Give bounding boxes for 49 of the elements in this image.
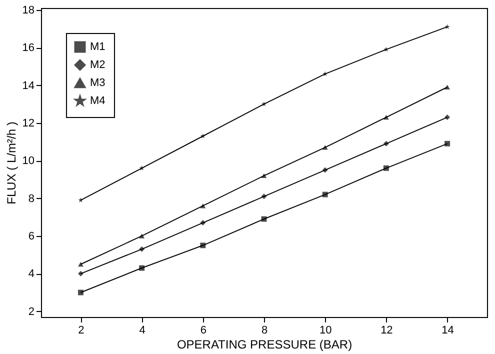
y-tick-label: 14 xyxy=(22,80,34,92)
legend-label: M1 xyxy=(90,41,106,53)
x-tick-label: 10 xyxy=(319,324,332,336)
y-tick-label: 10 xyxy=(22,155,34,168)
y-tick-label: 2 xyxy=(28,306,34,318)
point xyxy=(322,145,328,150)
x-tick-label: 6 xyxy=(200,324,206,336)
point xyxy=(78,270,84,276)
point xyxy=(444,24,450,30)
point xyxy=(261,194,267,200)
y-tick-label: 18 xyxy=(22,4,34,16)
point xyxy=(139,165,144,170)
legend-label: M3 xyxy=(90,77,106,89)
point xyxy=(200,242,206,248)
point xyxy=(383,114,389,120)
x-tick-label: 12 xyxy=(380,324,393,336)
y-tick-label: 16 xyxy=(22,42,34,54)
point xyxy=(139,265,145,271)
x-axis-title: OPERATING PRESSURE (BAR) xyxy=(176,338,352,352)
point xyxy=(444,114,450,120)
point xyxy=(444,140,450,146)
legend-label: M4 xyxy=(90,95,106,107)
x-tick-label: 2 xyxy=(78,324,84,336)
point xyxy=(383,165,389,171)
x-tick-label: 8 xyxy=(261,324,268,336)
point xyxy=(261,173,267,178)
point xyxy=(78,197,84,202)
y-tick-label: 6 xyxy=(28,230,34,242)
point xyxy=(322,71,328,76)
point xyxy=(322,192,328,198)
legend-label: M2 xyxy=(90,59,106,71)
x-tick-label: 4 xyxy=(139,324,146,336)
point xyxy=(139,234,145,238)
point xyxy=(444,84,450,90)
y-tick-label: 8 xyxy=(28,192,34,205)
point xyxy=(383,140,389,146)
y-tick-label: 12 xyxy=(22,117,34,130)
point xyxy=(322,167,328,173)
point xyxy=(261,216,267,222)
point xyxy=(200,203,206,208)
point xyxy=(139,246,145,252)
point xyxy=(78,262,84,267)
point xyxy=(78,290,84,296)
point xyxy=(200,220,206,226)
y-tick-label: 4 xyxy=(28,268,34,280)
y-axis-title: FLUX ( L/m²/h ) xyxy=(4,122,18,204)
point xyxy=(261,101,267,106)
point xyxy=(384,46,389,52)
x-tick-label: 14 xyxy=(442,324,454,336)
